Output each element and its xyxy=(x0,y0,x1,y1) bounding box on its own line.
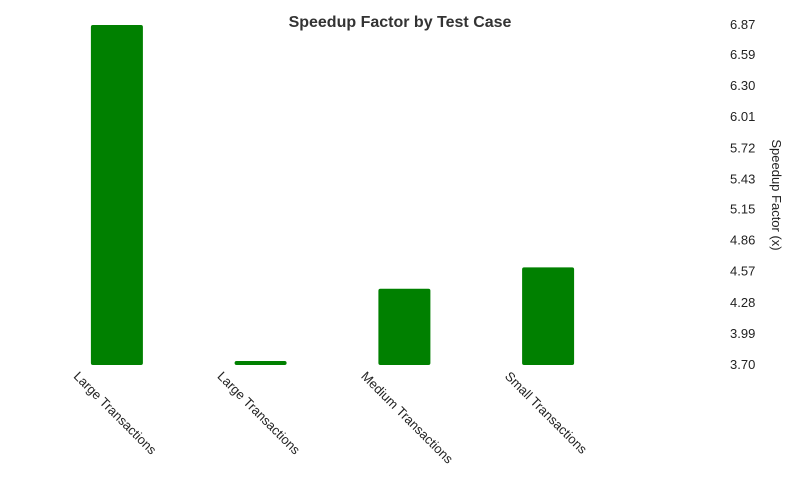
y-tick-label: 6.59 xyxy=(730,47,755,62)
y-tick-label: 3.99 xyxy=(730,326,755,341)
x-tick-label: Large Transactions xyxy=(71,369,160,458)
x-tick-label: Large Transactions xyxy=(214,369,303,458)
y-tick-label: 6.01 xyxy=(730,109,755,124)
y-axis-title: Speedup Factor (x) xyxy=(769,139,784,250)
chart-title: Speedup Factor by Test Case xyxy=(289,14,512,31)
y-axis-ticks: 3.70 3.99 4.28 4.57 4.86 5.15 5.43 5.72 6.01 6.30… xyxy=(730,17,755,372)
y-tick-label: 3.70 xyxy=(730,357,755,372)
y-tick-label: 5.43 xyxy=(730,171,755,186)
y-tick-label: 6.87 xyxy=(730,17,755,32)
bar-4 xyxy=(522,267,575,365)
bar-1 xyxy=(90,25,143,365)
y-tick-label: 6.30 xyxy=(730,78,755,93)
y-tick-label: 5.72 xyxy=(730,140,755,155)
x-tick-label: Medium Transactions xyxy=(358,369,456,467)
y-tick-label: 4.28 xyxy=(730,295,755,310)
x-tick-label: Small Transactions xyxy=(502,369,591,458)
y-tick-label: 5.15 xyxy=(730,202,755,217)
bars-group xyxy=(90,25,575,365)
bar-3 xyxy=(378,288,431,365)
bar-2 xyxy=(234,361,287,365)
y-tick-label: 4.86 xyxy=(730,233,755,248)
y-tick-label: 4.57 xyxy=(730,264,755,279)
x-axis-labels: Large Transactions Large Transactions Medi… xyxy=(71,369,591,467)
